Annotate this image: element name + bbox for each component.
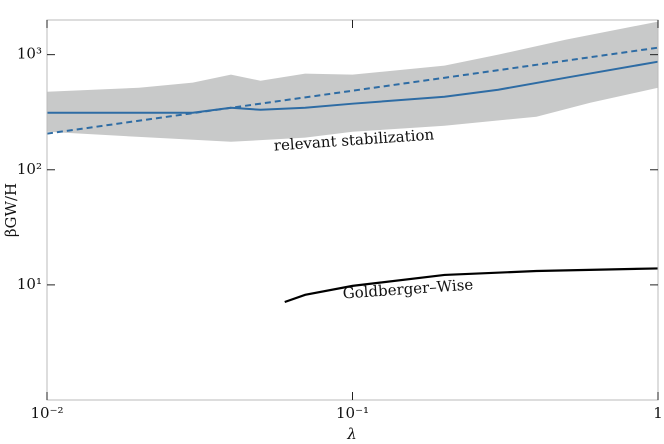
annotation: Goldberger–Wise <box>342 275 474 302</box>
x-tick-label: 1 <box>653 404 663 422</box>
data-line <box>46 46 659 135</box>
y-tick-label: 10¹ <box>17 275 42 293</box>
data-line <box>284 267 659 304</box>
x-tick-label: 10⁻² <box>30 404 63 422</box>
data-line <box>47 60 659 114</box>
y-tick-label: 10² <box>17 160 42 178</box>
uncertainty-band <box>47 21 658 142</box>
x-axis-label: λ <box>346 425 357 443</box>
y-tick-label: 10³ <box>17 45 42 63</box>
y-axis-label: βGW/H <box>2 183 20 237</box>
x-tick-label: 10⁻¹ <box>336 404 369 422</box>
